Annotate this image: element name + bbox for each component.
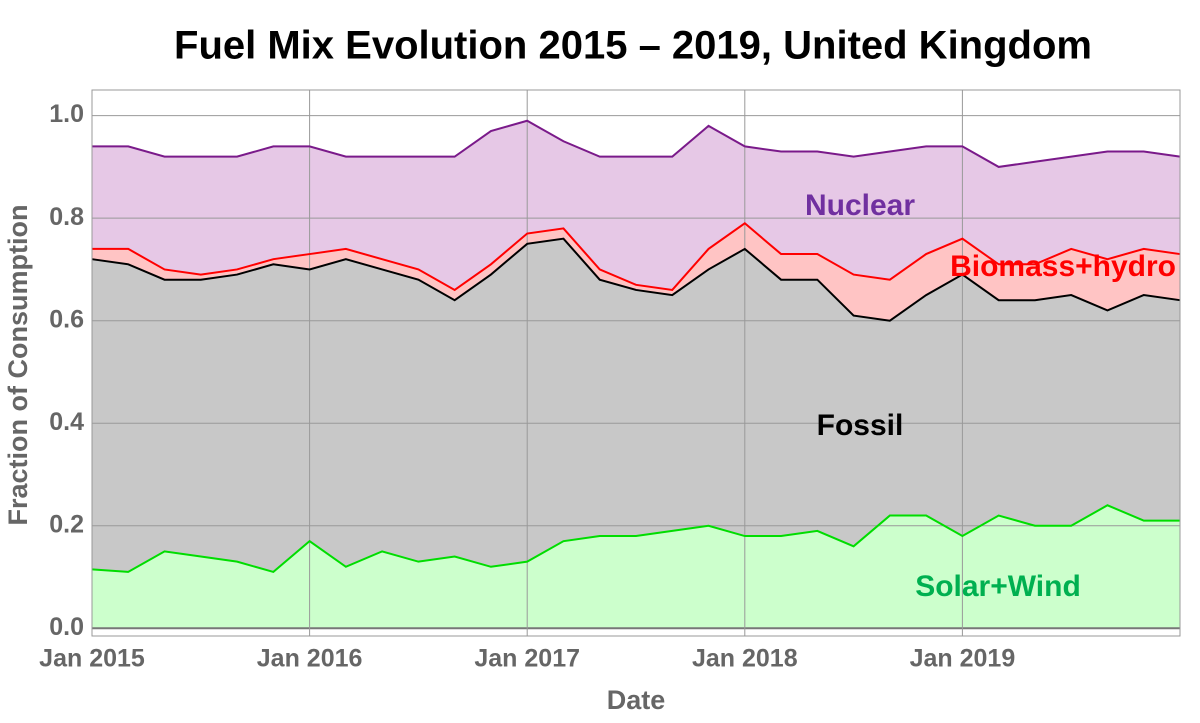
x-tick-label: Jan 2015	[39, 645, 145, 673]
series-line	[91, 237, 1181, 322]
x-tick-label: Jan 2017	[474, 645, 580, 673]
y-tick-label: 0.6	[49, 305, 84, 333]
area	[92, 120, 1180, 290]
y-axis-label: Fraction of Consumption	[3, 205, 33, 526]
series-line	[92, 119, 1181, 168]
area	[92, 238, 1180, 572]
x-tick-label: Jan 2019	[910, 645, 1016, 673]
x-tick-label: Jan 2018	[692, 645, 798, 673]
y-tick-label: 0.0	[49, 613, 84, 641]
series-label: Fossil	[817, 409, 904, 442]
y-tick-label: 0.2	[49, 510, 84, 538]
area	[92, 505, 1180, 629]
plot-frame	[91, 89, 1181, 637]
y-tick-label: 1.0	[49, 100, 84, 128]
y-tick-label: 0.8	[49, 203, 84, 231]
x-axis-label: Date	[607, 685, 666, 715]
area	[92, 223, 1180, 321]
series-label: Solar+Wind	[915, 570, 1081, 603]
x-tick-label: Jan 2016	[257, 645, 363, 673]
series-line	[92, 222, 1181, 292]
series-label: Nuclear	[805, 189, 915, 222]
series-label: Biomass+hydro	[950, 250, 1176, 283]
chart-title: Fuel Mix Evolution 2015 – 2019, United K…	[174, 24, 1092, 68]
series-line	[91, 504, 1180, 574]
plot-area: 0.0 0.2 0.4 0.6 0.8 1.0 Jan 2015 Jan 2016 Jan 20…	[39, 89, 1181, 673]
y-tick-label: 0.4	[49, 408, 84, 436]
